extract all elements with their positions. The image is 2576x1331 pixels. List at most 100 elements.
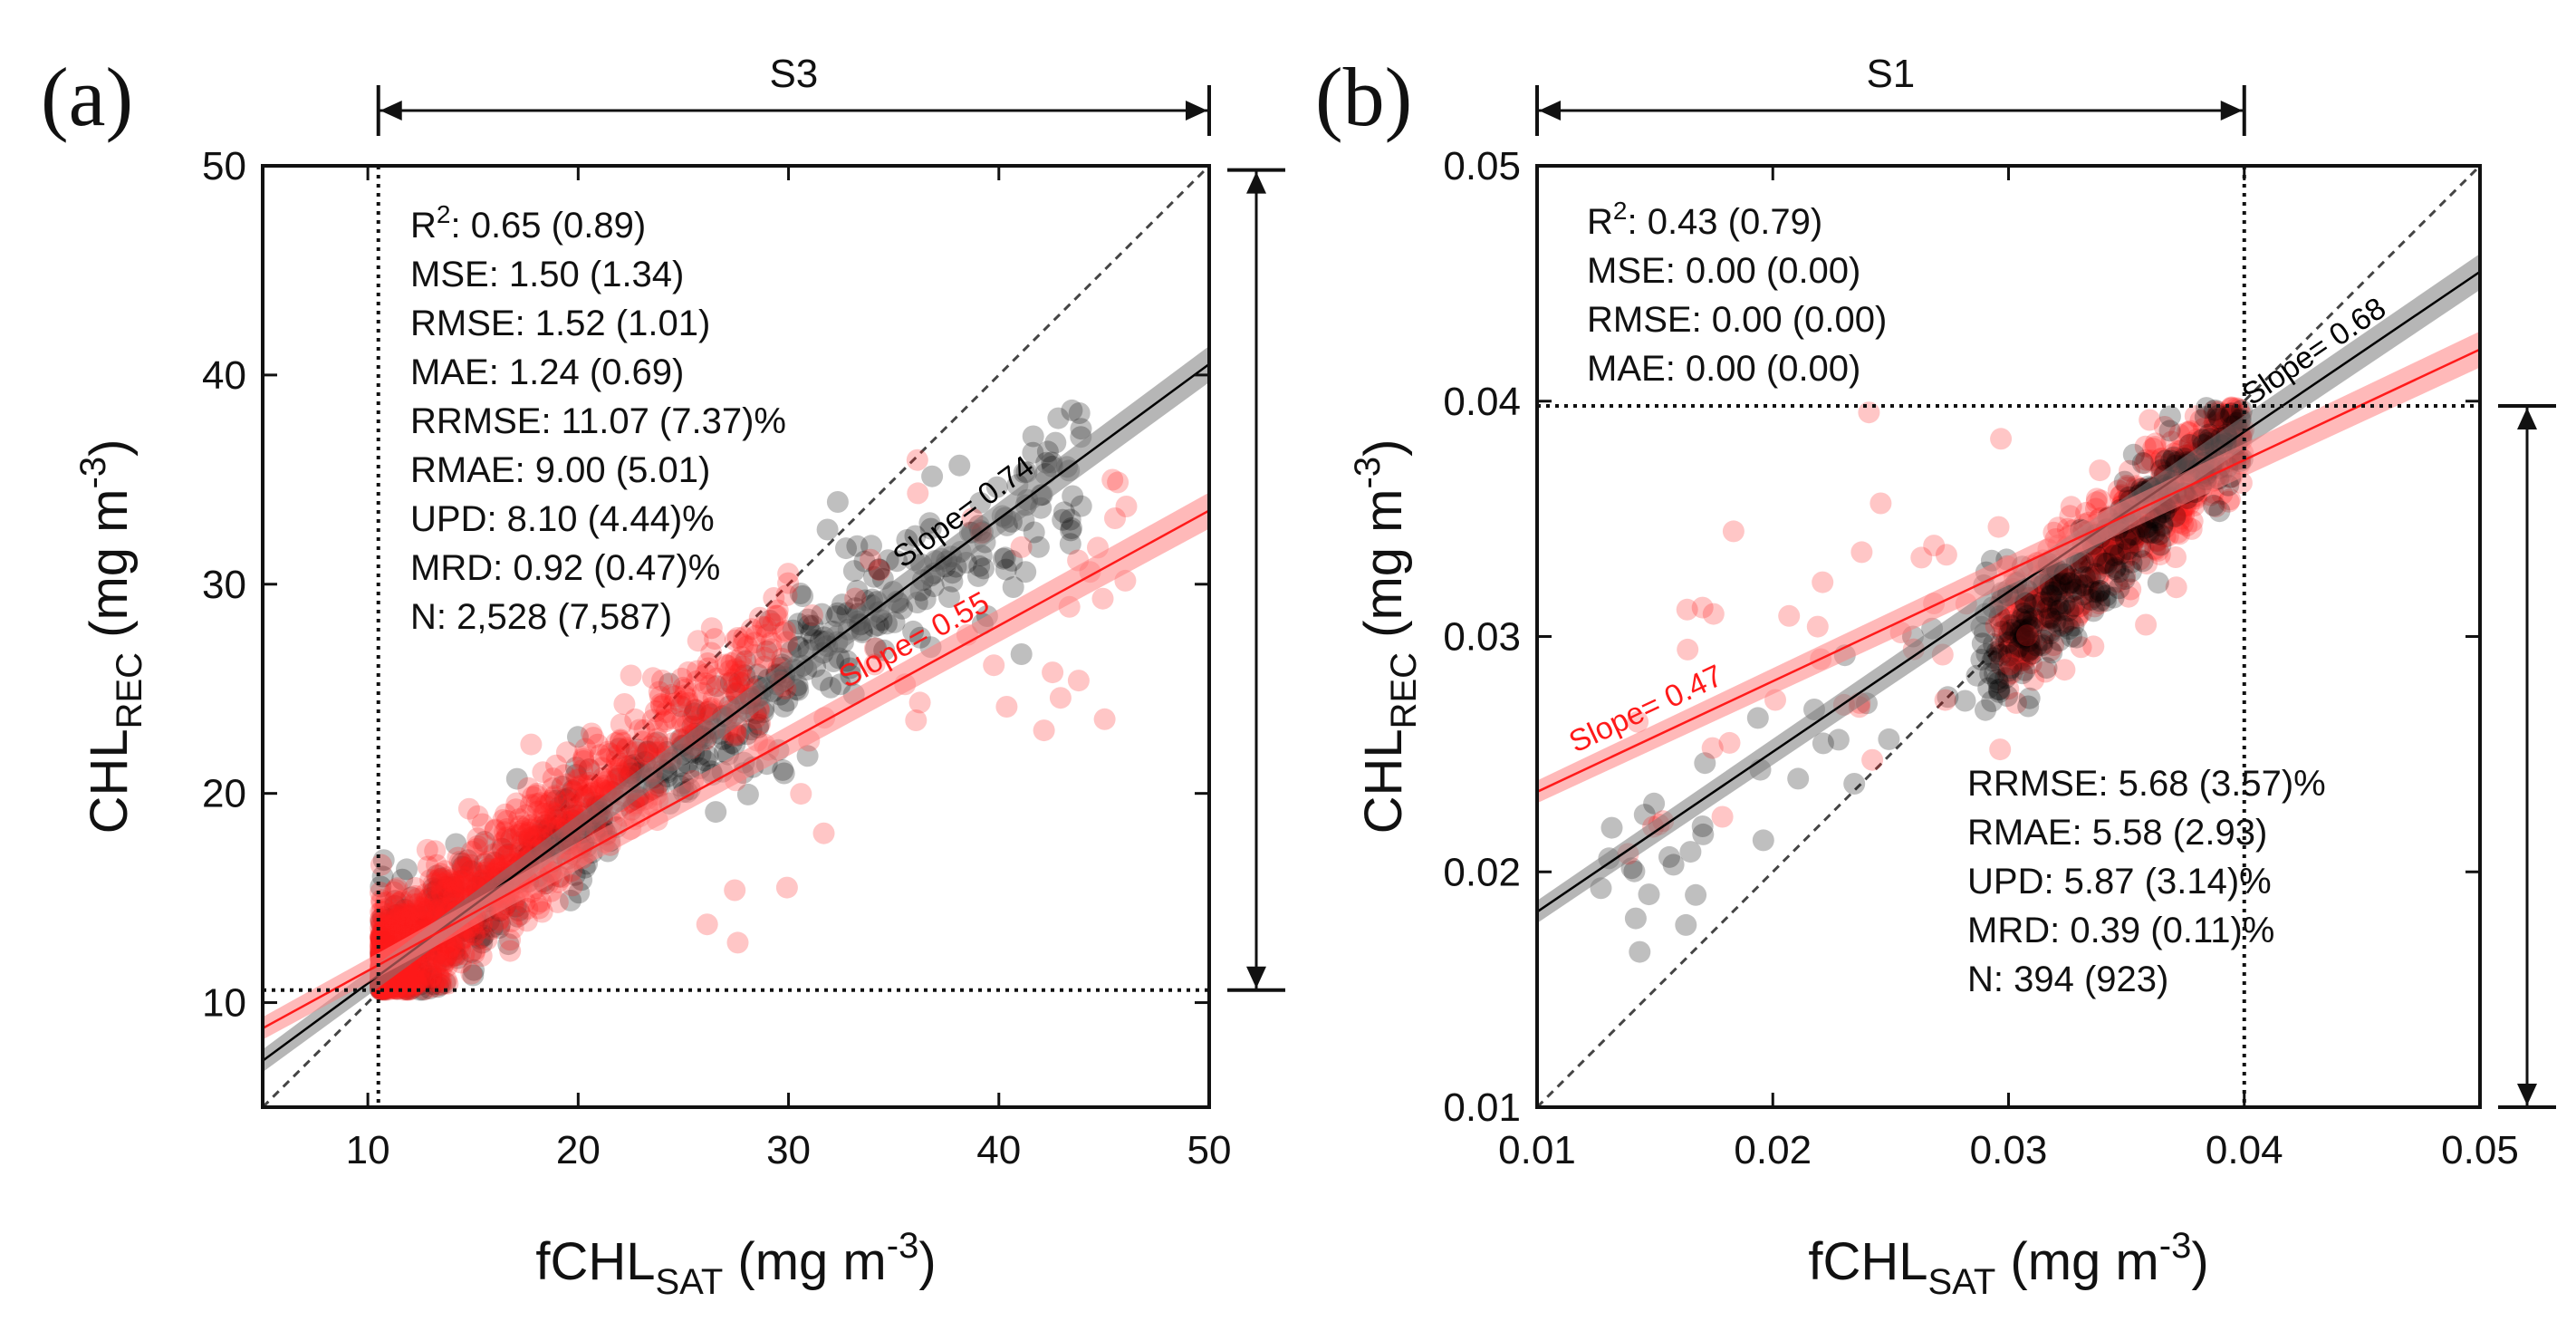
- data-point: [2208, 500, 2231, 523]
- data-point: [389, 972, 411, 995]
- data-point: [398, 913, 419, 936]
- data-point: [724, 629, 746, 651]
- data-point: [2151, 513, 2174, 535]
- stat-name: RMAE: [1967, 813, 2072, 853]
- data-point: [459, 860, 482, 883]
- data-point: [1983, 647, 2005, 670]
- data-point: [473, 924, 495, 947]
- data-point: [2059, 572, 2081, 594]
- data-point: [2015, 624, 2038, 647]
- data-point: [466, 827, 489, 850]
- data-point: [2040, 622, 2062, 645]
- data-point: [381, 977, 404, 999]
- data-point: [620, 664, 642, 687]
- data-point: [2108, 561, 2130, 584]
- stat-value: : 0.39 (0.11)%: [2050, 911, 2274, 950]
- data-point: [2163, 442, 2185, 465]
- data-point: [868, 558, 890, 581]
- data-point: [1998, 604, 2021, 626]
- data-point: [914, 588, 937, 611]
- data-point: [2071, 584, 2094, 606]
- data-point: [2180, 517, 2203, 540]
- data-point: [413, 898, 435, 921]
- data-point: [735, 723, 758, 746]
- data-point: [582, 774, 604, 796]
- data-point: [772, 758, 794, 781]
- data-point: [635, 743, 657, 766]
- range-label: S1: [1866, 52, 1915, 96]
- data-point: [2102, 537, 2125, 560]
- data-point: [476, 851, 499, 873]
- data-point: [2154, 526, 2177, 548]
- data-point: [2016, 603, 2039, 625]
- data-point: [475, 861, 497, 883]
- data-point: [624, 708, 647, 730]
- data-point: [474, 831, 495, 853]
- data-point: [2020, 616, 2043, 639]
- data-point: [2104, 534, 2127, 556]
- data-point: [1033, 719, 1055, 742]
- data-point: [526, 782, 548, 805]
- data-point: [383, 894, 406, 917]
- data-point: [1036, 440, 1059, 463]
- data-point: [437, 883, 460, 905]
- data-point: [1812, 571, 1834, 593]
- data-point: [426, 878, 448, 901]
- data-point: [853, 550, 876, 573]
- data-point: [2117, 531, 2139, 554]
- data-point: [434, 860, 457, 883]
- data-point: [384, 890, 407, 912]
- data-point: [2108, 577, 2130, 600]
- data-point: [2203, 411, 2225, 434]
- data-point: [402, 893, 425, 916]
- data-point: [505, 792, 528, 815]
- stat-value: : 0.00 (0.00): [1666, 349, 1861, 389]
- data-point: [543, 802, 566, 825]
- data-point: [430, 880, 453, 902]
- data-point: [650, 695, 673, 718]
- data-point: [726, 663, 749, 686]
- data-point: [1996, 685, 2019, 708]
- data-point: [718, 660, 741, 682]
- data-point: [835, 537, 857, 560]
- data-point: [429, 948, 452, 970]
- data-point: [2080, 588, 2102, 611]
- data-point: [510, 820, 533, 843]
- data-point: [716, 654, 739, 677]
- data-point: [639, 735, 662, 757]
- data-point: [2118, 585, 2139, 608]
- data-point: [726, 627, 749, 649]
- data-point: [605, 749, 628, 772]
- data-point: [448, 851, 471, 873]
- data-point: [396, 979, 418, 1001]
- data-point: [380, 916, 401, 938]
- y-axis-title-main: CHL: [1354, 728, 1413, 834]
- data-point: [704, 628, 726, 651]
- data-point: [386, 978, 409, 1000]
- data-point: [390, 973, 413, 996]
- data-point: [576, 775, 599, 796]
- data-point: [370, 909, 392, 931]
- data-point: [2135, 613, 2158, 636]
- data-point: [2059, 505, 2081, 527]
- data-point: [495, 844, 518, 866]
- data-point: [565, 777, 588, 800]
- data-point: [1752, 829, 1774, 852]
- data-point: [414, 964, 436, 987]
- data-point: [2116, 474, 2139, 497]
- data-point: [441, 871, 464, 893]
- data-point: [455, 856, 477, 879]
- data-point: [386, 877, 409, 900]
- data-point: [2018, 618, 2041, 641]
- data-point: [2131, 452, 2154, 474]
- data-point: [2011, 642, 2033, 665]
- data-point: [1971, 632, 1994, 655]
- data-point: [488, 917, 511, 940]
- data-point: [1934, 689, 1956, 711]
- data-point: [983, 654, 1005, 677]
- data-point: [846, 579, 869, 602]
- data-point: [1997, 636, 2020, 658]
- data-point: [1052, 508, 1074, 531]
- data-point: [370, 882, 391, 904]
